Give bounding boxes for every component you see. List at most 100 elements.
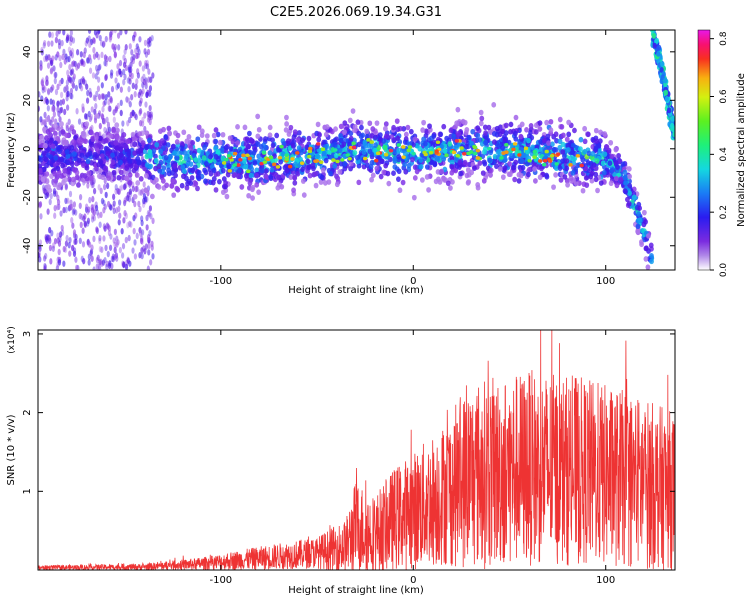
spectrogram-ridge-mark (53, 177, 59, 184)
spectrogram-ridge-mark (114, 145, 120, 152)
spectrogram-ridge-mark (175, 132, 181, 139)
spectrogram-ridge-mark (97, 142, 102, 148)
spectrogram-noise-mark (141, 65, 145, 72)
spectrogram-ridge-mark (100, 174, 106, 181)
spectrogram-branch-mark (669, 122, 675, 129)
spectrogram-ridge-mark (94, 113, 100, 119)
spectrogram-ridge-mark (225, 171, 231, 178)
spectrogram-peak-mark (455, 153, 460, 158)
spectrogram-peak-mark (347, 156, 352, 161)
spectrogram-ridge-mark (472, 165, 477, 171)
spectrogram-ridge-mark (512, 130, 518, 137)
spectrogram-ridge-mark (526, 137, 531, 144)
spectrogram-peak-mark (527, 158, 532, 163)
spectrogram-ridge-mark (491, 102, 497, 108)
spectrogram-noise-mark (144, 79, 148, 86)
spectrogram-ridge-mark (449, 164, 455, 170)
spectrogram-noise-mark (97, 263, 101, 270)
spectrogram-ridge-mark (105, 150, 111, 157)
spectrogram-ridge-mark (537, 126, 543, 132)
spectrogram-noise-mark (68, 236, 72, 244)
spectrogram-ridge-mark (64, 149, 70, 155)
spectrogram-ridge-mark (478, 109, 484, 116)
spectrogram-noise-mark (67, 46, 72, 53)
spectrogram-noise-mark (88, 41, 92, 48)
spectrogram-ridge-mark (243, 173, 249, 179)
spectrogram-noise-mark (41, 87, 45, 94)
spectrogram-ridge-mark (441, 123, 447, 130)
spectrogram-ridge-mark (352, 124, 358, 130)
spectrogram-ridge-mark (639, 227, 645, 234)
spectrogram-peak-mark (366, 138, 371, 142)
spectrogram-peak-mark (473, 151, 478, 156)
spectrogram-noise-mark (65, 234, 69, 242)
spectrogram-noise-mark (113, 51, 117, 58)
spectrogram-ridge-mark (199, 132, 205, 138)
spectrogram-ridge-mark (296, 145, 302, 151)
spectrogram-ridge-mark (323, 157, 329, 164)
spectrogram-ridge-mark (237, 167, 242, 174)
spectrogram-noise-mark (146, 265, 150, 270)
spectrogram-noise-mark (122, 183, 126, 191)
spectrogram-ridge-mark (323, 131, 329, 138)
spectrogram-noise-mark (54, 36, 59, 44)
spectrogram-ridge-mark (220, 189, 226, 196)
spectrogram-noise-mark (70, 244, 75, 252)
spectrogram-ridge-mark (38, 175, 42, 182)
spectrogram-noise-mark (141, 81, 145, 89)
spectrogram-ridge-mark (643, 256, 649, 262)
spectrogram-ridge-mark (593, 171, 599, 178)
spectrogram-noise-mark (110, 255, 114, 263)
spectrogram-noise-mark (121, 242, 126, 250)
spectrogram-noise-mark (65, 122, 69, 129)
snr-series-line (38, 330, 675, 570)
spectrogram-ridge-mark (435, 156, 441, 162)
spectrogram-ridge-mark (70, 176, 76, 183)
spectrogram-ridge-mark (156, 184, 162, 190)
spectrogram-ridge-mark (132, 193, 138, 200)
spectrogram-peak-mark (299, 161, 305, 165)
spectrogram-ridge-mark (122, 156, 128, 163)
spectrogram-noise-mark (111, 255, 115, 263)
spectrogram-ridge-mark (373, 142, 378, 148)
spectrogram-ridge-mark (138, 147, 143, 154)
spectrogram-noise-mark (43, 262, 47, 270)
spectrogram-noise-mark (87, 259, 91, 266)
spectrogram-noise-mark (104, 191, 108, 199)
spectrogram-branch-mark (670, 115, 675, 122)
spectrogram-ridge-mark (315, 153, 321, 160)
spectrogram-ridge-mark (622, 188, 628, 194)
spectrogram-noise-mark (113, 241, 117, 248)
spectrogram-ridge-mark (435, 169, 441, 175)
spectrogram-ridge-mark (421, 119, 427, 126)
spectrogram-peak-mark (547, 159, 553, 163)
spectrogram-ridge-mark (72, 167, 77, 173)
spectrogram-ridge-mark (487, 157, 492, 164)
spectrogram-noise-mark (109, 34, 113, 41)
spectrogram-noise-mark (108, 36, 112, 43)
spectrogram-noise-mark (142, 181, 146, 188)
spectrogram-ridge-mark (481, 178, 487, 184)
spectrogram-noise-mark (110, 30, 114, 36)
spectrogram-ridge-mark (612, 171, 618, 178)
spectrogram-ridge-mark (369, 176, 374, 183)
spectrogram-noise-mark (120, 228, 124, 235)
spectrogram-ridge-mark (348, 135, 354, 142)
spectrogram-noise-mark (126, 120, 130, 127)
spectrogram-ridge-mark (588, 165, 594, 172)
spectrogram-noise-mark (90, 216, 95, 223)
spectrogram-noise-mark (143, 39, 148, 47)
spectrogram-ridge-mark (179, 145, 184, 151)
spectrogram-ridge-mark (520, 152, 526, 158)
spectrogram-noise-mark (147, 249, 151, 256)
spectrogram-noise-mark (107, 225, 112, 232)
spectrogram-ridge-mark (367, 120, 373, 127)
spectrogram-noise-mark (47, 87, 51, 95)
spectrogram-noise-mark (128, 116, 132, 124)
spectrogram-ridge-mark (213, 154, 219, 160)
spectrogram-x-tick-label: -100 (209, 276, 232, 287)
spectrogram-ridge-mark (600, 160, 606, 166)
spectrogram-noise-mark (77, 118, 82, 125)
spectrogram-y-axis-label: Frequency (Hz) (6, 112, 17, 188)
spectrogram-ridge-mark (614, 182, 620, 189)
